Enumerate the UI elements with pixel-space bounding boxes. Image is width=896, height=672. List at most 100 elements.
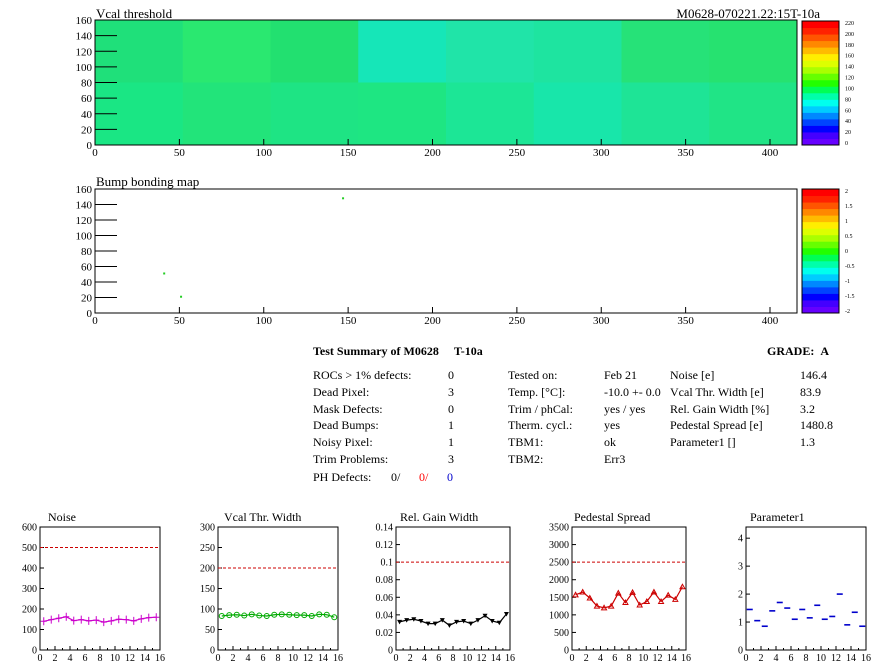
y-tick-label: 0: [87, 140, 93, 152]
module-stat-label: Rel. Gain Width [%]: [670, 401, 770, 416]
test-condition-label: TBM2:: [508, 452, 544, 466]
x-tick-label: 4: [246, 653, 251, 664]
y-tick-label: 1000: [549, 610, 569, 621]
roc-threshold-cell: [358, 82, 447, 145]
palette-tick-label: 1.5: [845, 204, 853, 210]
palette-band: [802, 99, 839, 107]
data-point: [293, 612, 300, 619]
test-condition-value: yes / yes: [604, 401, 646, 416]
x-tick-label: 100: [256, 147, 273, 159]
roc-threshold-cell: [621, 82, 710, 145]
defect-count-value: 3: [448, 452, 454, 466]
data-point: [323, 611, 330, 618]
chart-title: Parameter1: [750, 510, 805, 524]
test-condition-label: Trim / phCal:: [508, 401, 573, 416]
x-tick-label: 400: [762, 315, 779, 327]
x-tick-label: 8: [804, 653, 809, 664]
defect-count-value: 0: [448, 401, 454, 416]
data-point: [489, 619, 495, 624]
palette-tick-label: 0.5: [845, 234, 853, 240]
y-tick-label: 2500: [549, 558, 569, 569]
roc-threshold-cell: [446, 20, 535, 83]
palette-tick-label: 1: [845, 219, 848, 225]
data-point: [418, 619, 424, 624]
y-tick-label: 3500: [549, 523, 569, 534]
y-tick-label: 0: [87, 308, 93, 320]
data-point: [679, 583, 686, 590]
roc-threshold-cell: [621, 20, 710, 83]
chart-frame: [217, 526, 339, 651]
palette-band: [802, 92, 839, 100]
bump-defect-point: [342, 197, 345, 200]
x-tick-label: 14: [318, 653, 328, 664]
palette-band: [802, 260, 839, 268]
defect-count-label: Noisy Pixel:: [313, 435, 373, 450]
palette-band: [802, 195, 839, 203]
defect-count-label: Mask Defects:: [313, 401, 383, 416]
x-tick-label: 0: [92, 147, 98, 159]
x-tick-label: 100: [256, 315, 273, 327]
ph-defect-value: 0: [447, 470, 453, 484]
palette-band: [802, 241, 839, 249]
data-point: [397, 619, 403, 625]
x-tick-label: 16: [861, 653, 871, 664]
data-point: [233, 611, 240, 618]
palette-tick-label: 0: [845, 141, 848, 147]
chart-frame: [39, 526, 161, 651]
bump-bonding-title: Bump bonding map: [96, 174, 199, 189]
x-tick-label: 16: [155, 653, 165, 664]
summary-title: Test Summary of M0628 T-10a: [313, 344, 483, 359]
data-point: [664, 591, 672, 598]
x-tick-label: 400: [762, 147, 779, 159]
palette-band: [802, 131, 839, 139]
data-point: [650, 588, 658, 595]
module-stat-value: 1480.8: [800, 418, 833, 433]
y-tick-label: 4: [738, 534, 743, 545]
y-tick-label: 3000: [549, 540, 569, 551]
y-tick-label: 0: [738, 646, 743, 657]
palette-band: [802, 228, 839, 236]
series-line: [221, 613, 335, 618]
test-condition-value: -10.0 +- 0.0: [604, 384, 661, 399]
palette-band: [802, 189, 839, 197]
x-tick-label: 4: [68, 653, 73, 664]
test-condition-label: Temp. [°C]:: [508, 384, 566, 399]
defect-count-label: Trim Problems:: [313, 452, 389, 466]
x-tick-label: 6: [261, 653, 266, 664]
y-tick-label: 160: [76, 184, 93, 196]
data-point: [468, 621, 474, 627]
x-tick-label: 12: [831, 653, 841, 664]
chart-title: Pedestal Spread: [574, 510, 650, 524]
y-tick-label: 300: [22, 584, 37, 595]
x-tick-label: 350: [677, 315, 694, 327]
x-tick-label: 16: [333, 653, 343, 664]
palette-band: [802, 47, 839, 55]
palette-band: [802, 306, 839, 314]
x-tick-label: 0: [570, 653, 575, 664]
data-point: [108, 616, 115, 625]
data-point: [218, 612, 225, 619]
y-tick-label: 0: [388, 646, 393, 657]
y-tick-label: 2: [738, 590, 743, 601]
bump-bonding-map: Bump bonding map 0 50 100 150 200 250 300 350 40…: [76, 174, 855, 327]
data-point: [579, 588, 587, 595]
data-point: [40, 617, 47, 626]
palette-tick-label: -1.5: [845, 294, 855, 300]
y-tick-label: 2000: [549, 575, 569, 586]
ph-defects-row: PH Defects:: [313, 470, 371, 485]
x-tick-label: 4: [598, 653, 603, 664]
data-point: [503, 611, 509, 617]
test-condition-value: yes: [604, 418, 620, 433]
palette-band: [802, 293, 839, 301]
roc-threshold-cell: [709, 20, 798, 83]
data-point: [657, 597, 665, 605]
defect-count-label: Dead Pixel:: [313, 384, 370, 399]
data-point: [475, 618, 481, 623]
data-point: [308, 612, 315, 619]
defect-count-value: 0: [448, 368, 454, 382]
data-point: [331, 614, 338, 621]
x-tick-label: 150: [340, 315, 357, 327]
module-stat-label: Parameter1 []: [670, 435, 736, 450]
palette-tick-label: 160: [845, 54, 854, 60]
